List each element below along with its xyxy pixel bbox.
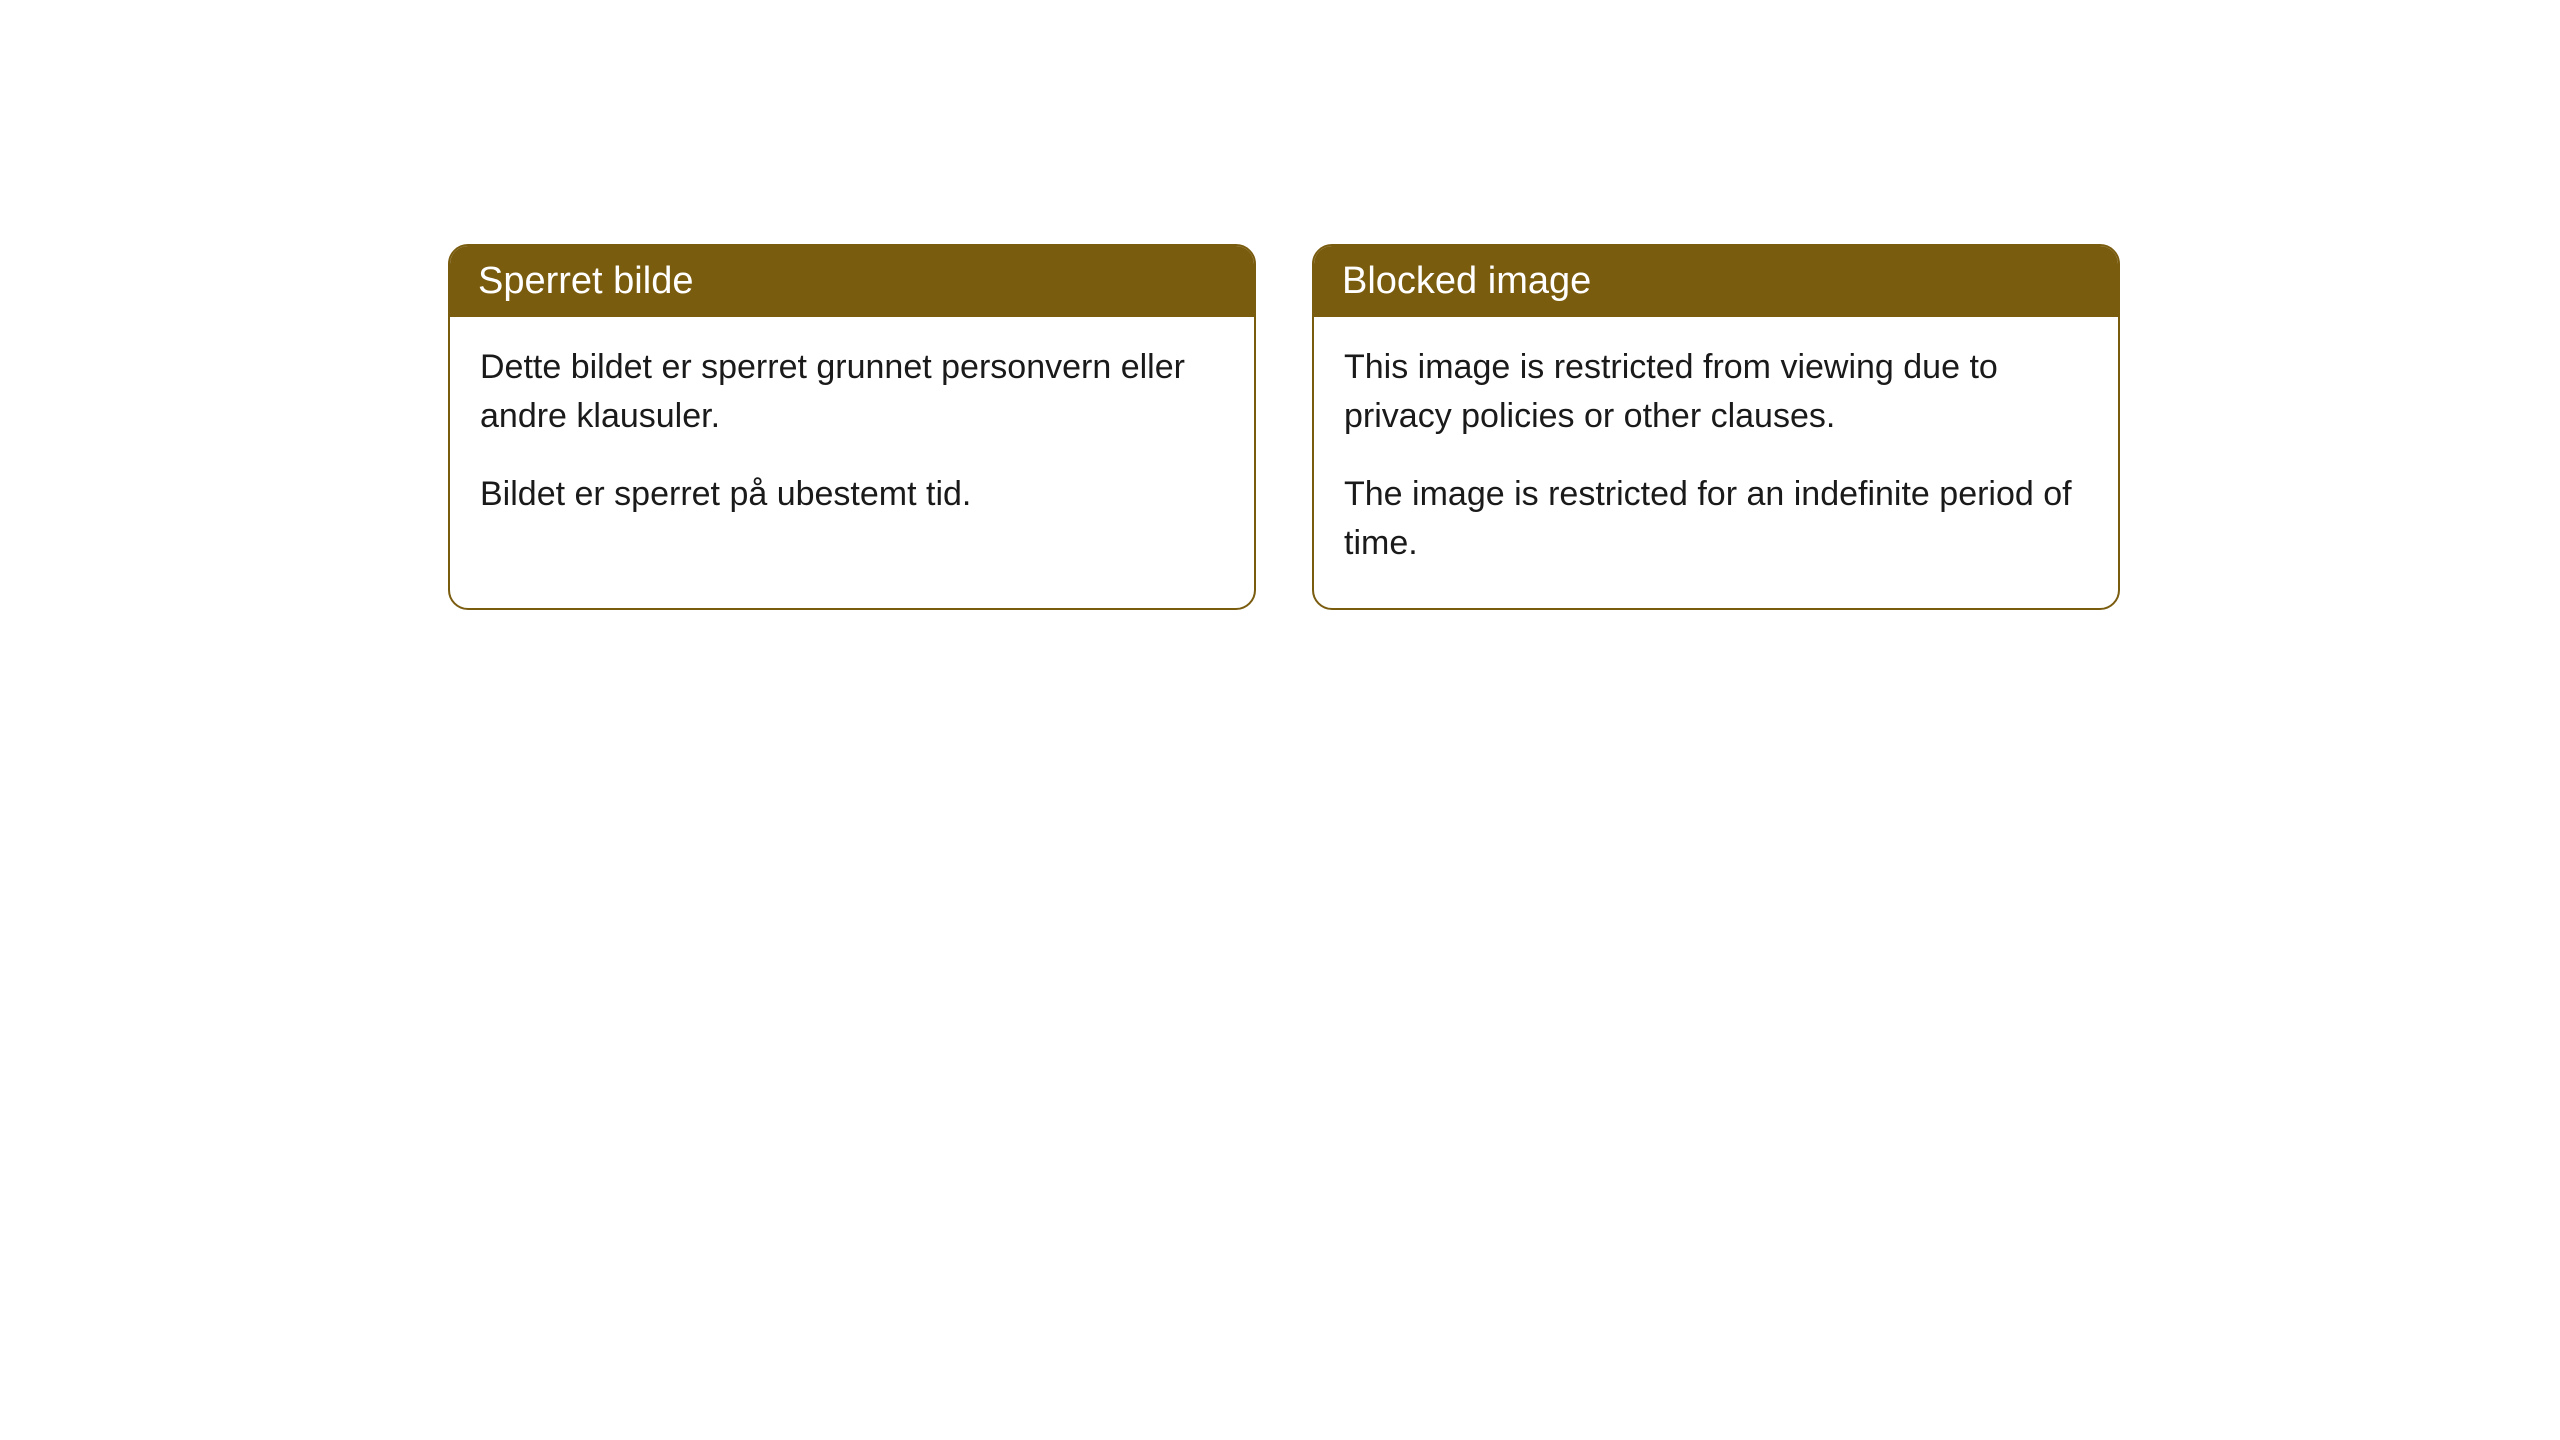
card-paragraph: The image is restricted for an indefinit… (1344, 470, 2088, 569)
card-header: Blocked image (1314, 246, 2118, 317)
card-title: Blocked image (1342, 260, 1591, 302)
card-paragraph: Bildet er sperret på ubestemt tid. (480, 470, 1224, 519)
blocked-image-card-norwegian: Sperret bilde Dette bildet er sperret gr… (448, 244, 1256, 610)
card-header: Sperret bilde (450, 246, 1254, 317)
blocked-image-card-english: Blocked image This image is restricted f… (1312, 244, 2120, 610)
card-paragraph: This image is restricted from viewing du… (1344, 343, 2088, 442)
card-paragraph: Dette bildet er sperret grunnet personve… (480, 343, 1224, 442)
card-body: Dette bildet er sperret grunnet personve… (450, 317, 1254, 559)
notice-cards-container: Sperret bilde Dette bildet er sperret gr… (448, 244, 2120, 610)
card-title: Sperret bilde (478, 260, 693, 302)
card-body: This image is restricted from viewing du… (1314, 317, 2118, 608)
